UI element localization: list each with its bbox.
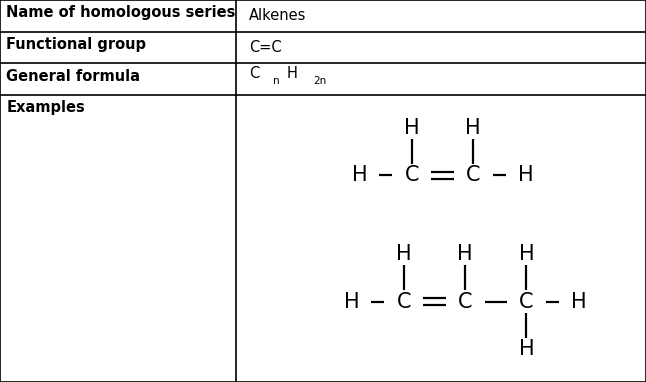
Text: H: H [286,66,297,81]
Text: H: H [517,165,533,185]
Text: H: H [404,118,420,138]
Text: H: H [519,340,534,359]
Text: C: C [404,165,419,185]
Text: H: H [344,292,359,312]
Text: H: H [519,244,534,264]
Text: Name of homologous series: Name of homologous series [6,5,236,20]
Text: H: H [457,244,473,264]
Text: Examples: Examples [6,100,85,115]
Text: C: C [466,165,481,185]
Text: 2n: 2n [313,76,327,86]
Text: H: H [571,292,587,312]
Text: C=C: C=C [249,40,282,55]
Text: H: H [465,118,481,138]
Text: H: H [396,244,412,264]
Text: n: n [273,76,280,86]
Text: C: C [458,292,472,312]
Text: C: C [249,66,259,81]
Text: H: H [352,165,368,185]
Text: Alkenes: Alkenes [249,8,306,23]
Text: C: C [397,292,411,312]
Text: Functional group: Functional group [6,37,147,52]
Text: General formula: General formula [6,69,140,84]
Text: C: C [519,292,534,312]
